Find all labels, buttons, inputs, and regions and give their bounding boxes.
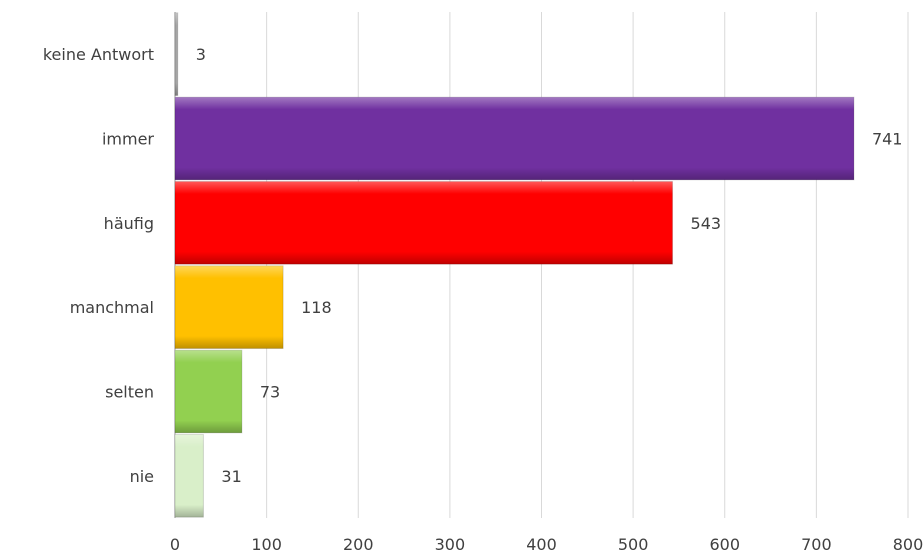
category-label: keine Antwort <box>43 45 154 64</box>
data-label: 73 <box>260 383 280 402</box>
bar-shading <box>175 434 204 518</box>
bars <box>174 12 855 518</box>
data-label: 31 <box>221 467 241 486</box>
gridlines <box>266 12 909 518</box>
bar-shading <box>175 350 242 433</box>
x-tick-label: 700 <box>801 535 832 554</box>
bar-shading <box>175 265 284 349</box>
x-tick-label: 0 <box>170 535 180 554</box>
category-label: immer <box>102 130 154 149</box>
x-tick-label: 200 <box>343 535 374 554</box>
data-label: 3 <box>196 45 206 64</box>
x-tick-label: 300 <box>435 535 466 554</box>
category-label: nie <box>130 467 154 486</box>
category-label: selten <box>105 383 154 402</box>
category-labels: keine Antwort immer häufig manchmal selten ni… <box>43 45 155 486</box>
x-tick-labels: 0 100 200 300 400 500 600 700 800 <box>170 535 923 554</box>
category-label: häufig <box>104 214 154 233</box>
data-label: 118 <box>301 298 332 317</box>
x-tick-label: 800 <box>893 535 924 554</box>
x-tick-label: 400 <box>526 535 557 554</box>
x-tick-label: 100 <box>251 535 282 554</box>
bar-shading <box>175 97 854 180</box>
data-label: 543 <box>691 214 722 233</box>
category-label: manchmal <box>70 298 154 317</box>
bar-shading <box>175 181 673 265</box>
x-tick-label: 500 <box>618 535 649 554</box>
data-label: 741 <box>872 130 903 149</box>
x-tick-label: 600 <box>709 535 740 554</box>
data-labels: 3 741 543 118 73 31 <box>196 45 903 486</box>
bar-shading <box>175 12 178 96</box>
